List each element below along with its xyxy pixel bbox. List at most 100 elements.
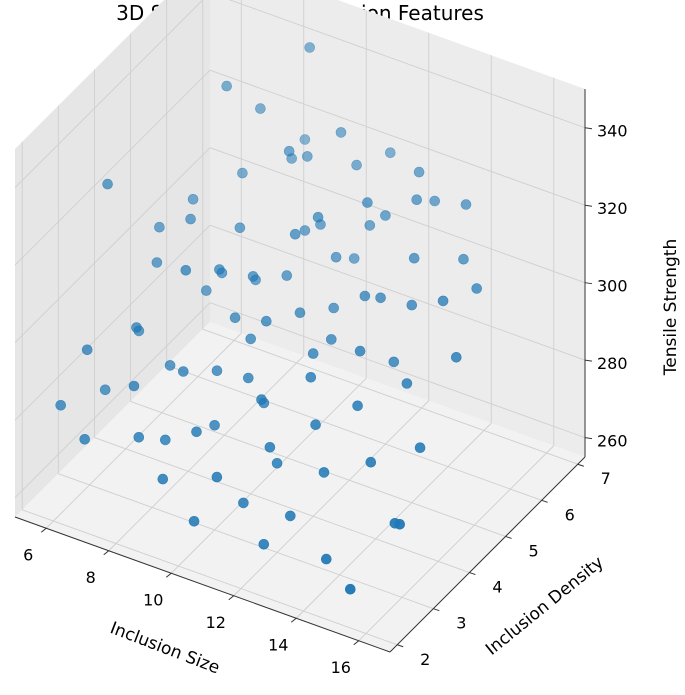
axis-lines	[14, 89, 593, 653]
scatter-point	[388, 356, 400, 368]
scatter-point	[258, 538, 270, 550]
scatter-point	[81, 344, 93, 356]
z-grid-back	[209, 147, 586, 284]
x-tick	[103, 550, 110, 556]
scatter-point	[365, 456, 377, 468]
z-grid-back	[209, 224, 586, 361]
side-pane	[15, 0, 210, 517]
scatter-point	[245, 333, 256, 345]
scatter-point	[255, 103, 266, 114]
z-grid-back	[228, 0, 586, 129]
scatter-point	[79, 433, 90, 445]
y-tick-label: 2	[420, 650, 430, 669]
scatter-point	[237, 167, 248, 179]
scatter-point	[411, 194, 423, 205]
scatter-point	[450, 351, 462, 363]
scatter-point	[191, 426, 202, 438]
z-tick-label: 280	[597, 354, 628, 373]
scatter-point	[99, 384, 111, 396]
scatter-point	[221, 80, 232, 92]
scatter-point	[414, 442, 426, 454]
x-tick	[228, 595, 235, 601]
scatter-point	[307, 348, 319, 359]
scatter-point	[328, 302, 340, 314]
scatter-point	[301, 151, 313, 162]
scatter-point	[160, 434, 171, 446]
scatter-point	[234, 222, 246, 234]
scatter-point	[310, 419, 321, 431]
scatter-point	[229, 312, 241, 324]
scatter-point	[471, 283, 483, 294]
z-grid-side	[14, 224, 211, 421]
y-tick-label: 3	[456, 614, 466, 633]
x-tick	[290, 617, 297, 623]
z-axis-label: Tensile Strength	[661, 239, 681, 376]
x-tick-label: 16	[331, 658, 351, 677]
scatter-point	[185, 213, 196, 225]
z-tick	[584, 127, 593, 130]
scatter-point	[318, 467, 330, 478]
y-axis-line	[389, 456, 586, 653]
scatter-point	[401, 378, 413, 389]
scatter-point	[201, 285, 212, 296]
scatter-point	[243, 372, 254, 384]
x-tick-label: 6	[23, 545, 33, 564]
x-tick-label: 10	[143, 590, 163, 609]
scatter-point	[299, 134, 311, 145]
y-tick	[541, 499, 548, 503]
z-grid-side	[14, 302, 211, 498]
scatter-point	[352, 400, 363, 412]
scatter-point	[312, 211, 324, 223]
scatter-point	[209, 419, 220, 431]
x-axis-line	[14, 516, 391, 653]
scatter-point	[180, 264, 192, 276]
scatter-point	[375, 292, 386, 304]
scatter-point	[55, 399, 67, 411]
x-grid-floor	[108, 355, 305, 552]
scatter-point	[211, 365, 223, 377]
scatter-point	[335, 127, 347, 138]
scatter-point	[128, 380, 140, 392]
scatter-point	[256, 394, 267, 405]
x-tick	[353, 640, 360, 646]
scatter-point	[413, 166, 425, 178]
scatter-point	[247, 271, 259, 282]
scatter-point	[408, 252, 420, 264]
floor-pane	[15, 322, 585, 652]
scatter-point	[294, 307, 306, 319]
x-grid-floor	[233, 400, 430, 597]
z-tick-label: 340	[597, 122, 628, 141]
x-grid-floor	[45, 332, 242, 529]
z-grid-back	[209, 302, 586, 439]
scatter-point	[351, 159, 362, 171]
y-tick	[397, 644, 404, 648]
z-tick	[584, 359, 593, 362]
y-tick-label: 4	[492, 578, 502, 597]
x-tick	[165, 572, 172, 578]
x-tick-label: 14	[268, 635, 288, 654]
x-tick-label: 12	[206, 613, 226, 632]
z-tick	[584, 282, 593, 285]
scatter-point	[164, 360, 176, 371]
z-grid-side	[14, 69, 211, 266]
scatter-point	[458, 253, 469, 265]
y-tick-label: 7	[601, 469, 611, 488]
y-tick	[433, 608, 440, 612]
scatter-point	[362, 197, 373, 208]
z-tick	[584, 204, 593, 207]
scatter-point	[330, 251, 342, 263]
scatter-point	[283, 145, 295, 157]
y-tick-label: 5	[528, 541, 538, 560]
scatter-point	[178, 366, 189, 377]
scatter-point	[157, 473, 169, 485]
scatter-point	[320, 553, 332, 565]
scatter-point	[214, 264, 225, 275]
scatter-point	[429, 195, 441, 207]
scatter-point	[460, 199, 472, 210]
y-grid-floor	[202, 328, 578, 465]
x-tick	[40, 527, 47, 533]
scatter-point	[406, 299, 418, 311]
x-grid-floor	[170, 377, 367, 574]
scatter-point	[304, 42, 316, 53]
